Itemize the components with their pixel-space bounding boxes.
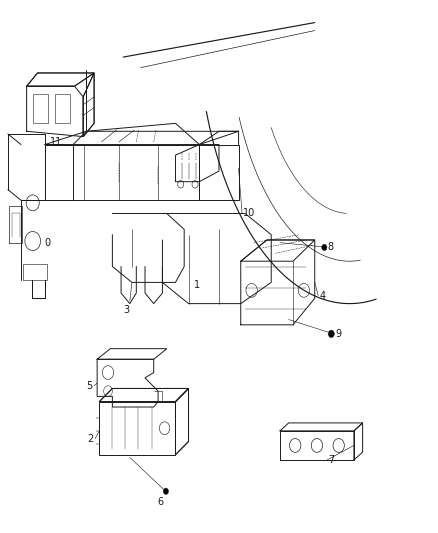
- Text: 6: 6: [157, 497, 163, 507]
- Text: 3: 3: [124, 305, 130, 314]
- Circle shape: [163, 488, 169, 495]
- Text: 7: 7: [328, 455, 334, 465]
- Text: 1: 1: [194, 280, 200, 290]
- Text: 2: 2: [88, 434, 94, 444]
- Text: 10: 10: [243, 208, 255, 219]
- Circle shape: [328, 330, 334, 337]
- Text: 0: 0: [44, 238, 50, 248]
- Circle shape: [322, 244, 327, 251]
- Bar: [99, 402, 176, 455]
- Bar: [55, 94, 70, 123]
- Text: 11: 11: [49, 136, 62, 147]
- Text: 5: 5: [87, 381, 93, 391]
- Bar: [23, 264, 47, 280]
- Bar: [33, 94, 48, 123]
- Bar: [280, 431, 354, 460]
- Text: 8: 8: [328, 242, 334, 252]
- Text: 4: 4: [319, 290, 325, 301]
- Text: 9: 9: [336, 329, 342, 339]
